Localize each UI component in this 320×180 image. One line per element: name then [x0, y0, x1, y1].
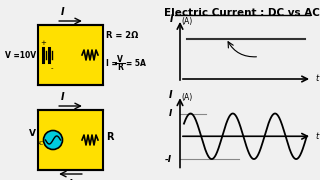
Text: -I: -I	[165, 155, 172, 164]
Text: = 5A: = 5A	[126, 58, 146, 68]
Text: R: R	[106, 132, 114, 142]
Text: I =: I =	[106, 58, 118, 68]
Text: R: R	[117, 62, 123, 71]
Text: (A): (A)	[181, 17, 193, 26]
Text: I: I	[61, 92, 65, 102]
Circle shape	[44, 130, 62, 150]
Bar	[38, 110, 103, 170]
Text: (A): (A)	[181, 93, 193, 102]
Text: I: I	[169, 109, 172, 118]
Text: +: +	[40, 40, 46, 46]
Text: I: I	[170, 14, 173, 24]
Text: Electric Current : DC vs AC: Electric Current : DC vs AC	[164, 8, 320, 18]
Text: I: I	[61, 7, 65, 17]
Text: t: t	[316, 132, 319, 141]
Text: I: I	[69, 179, 72, 180]
Text: I: I	[168, 90, 172, 100]
Text: R = 2Ω: R = 2Ω	[106, 30, 138, 39]
Text: t: t	[316, 75, 319, 84]
Text: V =10V: V =10V	[5, 51, 36, 60]
Text: AC: AC	[37, 141, 44, 146]
Text: V: V	[29, 129, 36, 138]
Text: -: -	[51, 65, 53, 71]
Text: V: V	[117, 55, 123, 64]
Bar	[38, 25, 103, 85]
